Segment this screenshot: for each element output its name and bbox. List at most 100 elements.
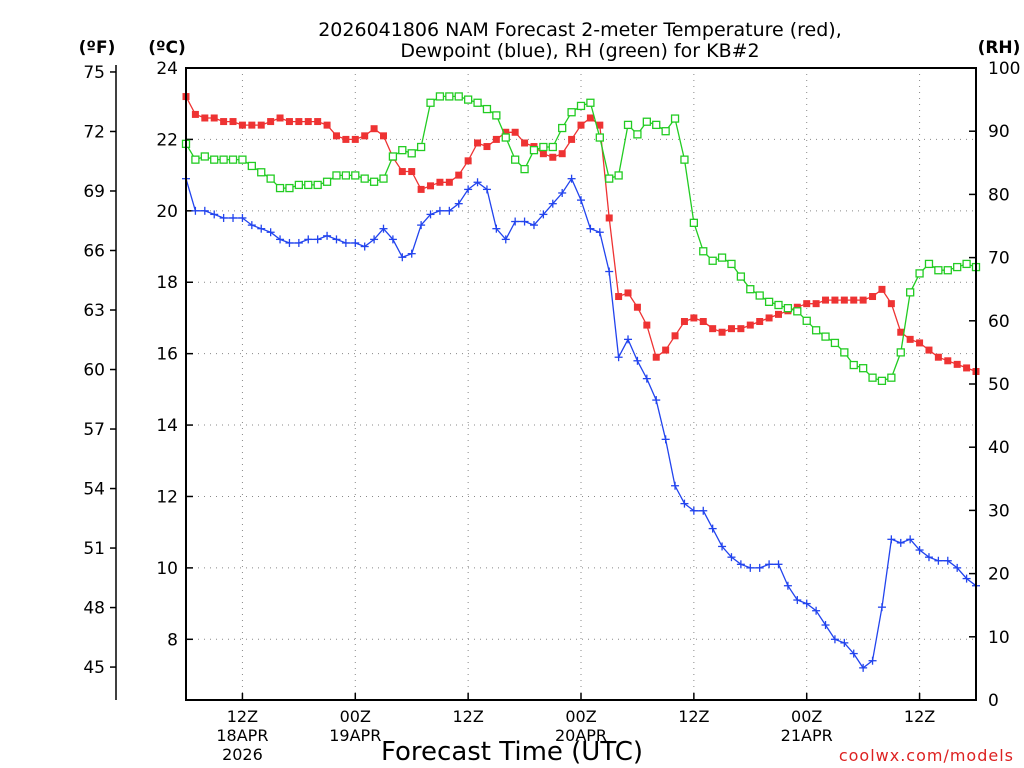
temperature-point	[934, 353, 942, 361]
dewpoint-point	[887, 535, 896, 544]
dewpoint-point	[266, 228, 275, 237]
fahrenheit-unit-label: (ºF)	[79, 38, 116, 58]
dewpoint-point	[906, 535, 915, 544]
rh-point	[727, 259, 736, 269]
dewpoint-point	[426, 210, 435, 219]
rh-point	[783, 304, 793, 313]
rh-tick-label: 90	[988, 122, 1010, 142]
temperature-point	[492, 135, 500, 143]
dewpoint-point	[896, 538, 905, 547]
fahrenheit-tick-label: 57	[83, 420, 105, 440]
temperature-point	[511, 128, 519, 136]
temperature-point	[568, 135, 576, 143]
rh-point	[322, 177, 332, 186]
dewpoint-point	[520, 217, 529, 226]
dewpoint-point	[793, 596, 802, 605]
dewpoint-point	[238, 213, 247, 222]
dewpoint-point	[473, 178, 482, 187]
rh-point	[642, 117, 651, 126]
dewpoint-point	[614, 353, 623, 362]
temperature-point	[295, 118, 303, 126]
rh-point	[247, 161, 256, 171]
rh-point	[210, 155, 219, 164]
rh-point	[708, 256, 717, 265]
temperature-point	[229, 118, 237, 126]
temperature-point	[436, 178, 444, 186]
celsius-tick-label: 16	[156, 345, 178, 365]
rh-point	[228, 155, 238, 164]
dewpoint-point	[830, 635, 839, 644]
temperature-point	[285, 118, 293, 126]
temperature-point	[756, 318, 764, 326]
temperature-point	[445, 178, 453, 186]
celsius-unit-label: (ºC)	[148, 38, 186, 58]
dewpoint-point	[934, 556, 943, 565]
rh-point	[200, 152, 209, 161]
rh-point	[304, 180, 313, 190]
dewpoint-point	[802, 599, 811, 608]
rh-point	[586, 98, 595, 107]
grid-lines	[186, 67, 976, 700]
rh-point	[388, 152, 398, 161]
time-tick-date-label: 18APR	[216, 726, 268, 745]
x-axis-label: Forecast Time (UTC)	[381, 737, 643, 767]
celsius-tick-label: 24	[156, 59, 178, 79]
rh-point	[670, 114, 680, 123]
rh-point	[830, 338, 840, 348]
time-tick-label: 12Z	[904, 707, 935, 726]
dewpoint-point	[595, 228, 604, 237]
dewpoint-point	[257, 224, 266, 233]
temperature-point	[840, 296, 848, 304]
rh-point	[906, 288, 915, 297]
temperature-point	[521, 139, 529, 147]
rh-point	[896, 348, 905, 357]
dewpoint-point	[840, 638, 849, 647]
dewpoint-point	[859, 663, 868, 672]
rh-point	[746, 285, 755, 294]
dewpoint-point	[727, 553, 736, 562]
temperature-point	[586, 114, 594, 122]
dewpoint-point	[351, 238, 360, 247]
temperature-point	[812, 300, 820, 308]
dewpoint-point	[708, 524, 717, 533]
dewpoint-point	[736, 560, 745, 569]
rh-point	[953, 262, 962, 272]
rh-point	[774, 300, 783, 310]
fahrenheit-axis: 75 72 69 66 63 60 57 54 51 48 45	[83, 63, 117, 700]
rh-point	[482, 104, 492, 114]
rh-point	[915, 269, 924, 278]
temperature-point	[314, 118, 322, 126]
rh-point	[238, 155, 247, 164]
rh-tick-label: 0	[988, 691, 999, 711]
dewpoint-point	[774, 560, 783, 569]
temperature-point	[765, 314, 773, 322]
dewpoint-point	[680, 499, 689, 508]
dewpoint-point	[341, 238, 350, 247]
dewpoint-point	[529, 221, 538, 230]
time-tick-date-label: 21APR	[781, 726, 833, 745]
dewpoint-point	[652, 396, 661, 405]
temperature-point	[323, 121, 331, 129]
temperature-point	[869, 293, 877, 301]
dewpoint-point	[718, 542, 727, 551]
temperature-point	[624, 289, 632, 297]
temperature-point	[502, 128, 510, 136]
temperature-point	[671, 332, 679, 340]
dewpoint-series	[182, 174, 980, 672]
dewpoint-point	[661, 435, 670, 444]
temperature-point	[944, 357, 952, 365]
rh-point	[605, 174, 614, 183]
rh-point	[520, 164, 529, 174]
chart-title-line1: 2026041806 NAM Forecast 2-meter Temperat…	[318, 19, 842, 41]
rh-point	[416, 142, 426, 152]
dewpoint-point	[953, 563, 962, 572]
dewpoint-point	[379, 224, 388, 233]
dewpoint-point	[877, 603, 886, 612]
temperature-point	[464, 157, 472, 165]
dewpoint-point	[332, 235, 341, 244]
dewpoint-point	[699, 506, 708, 515]
dewpoint-point	[229, 213, 238, 222]
temperature-point	[633, 303, 641, 311]
dewpoint-line	[185, 177, 977, 669]
temperature-point	[398, 168, 406, 176]
